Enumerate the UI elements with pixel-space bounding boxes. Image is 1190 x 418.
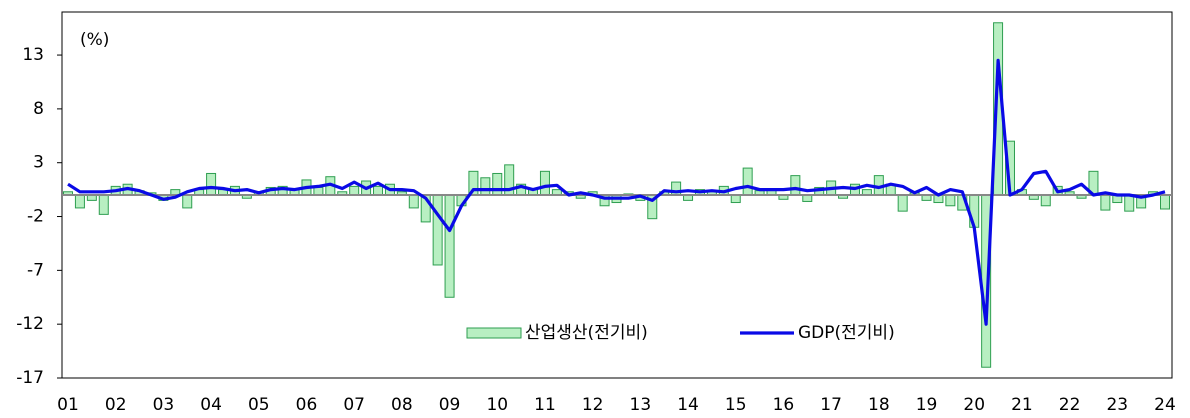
bar [373, 185, 384, 196]
x-tick-label: 05 [248, 395, 270, 415]
x-tick-label: 01 [57, 395, 79, 415]
bar [1040, 194, 1051, 207]
bar [480, 177, 491, 196]
bar [539, 170, 550, 196]
bar [313, 186, 324, 196]
x-tick-label: 14 [677, 395, 699, 415]
x-tick-label: 07 [343, 395, 365, 415]
bar [790, 175, 801, 196]
bar [742, 167, 753, 196]
y-tick-label: 13 [22, 45, 44, 65]
bar [98, 194, 109, 215]
x-tick-label: 10 [486, 395, 508, 415]
x-tick-label: 24 [1154, 395, 1176, 415]
bar [206, 172, 217, 196]
x-tick-label: 19 [916, 395, 938, 415]
legend-label: GDP(전기비) [798, 323, 895, 343]
y-tick-label: -7 [27, 260, 44, 280]
bar [432, 194, 443, 266]
x-tick-label: 12 [582, 395, 604, 415]
line [67, 58, 1166, 326]
bar [492, 172, 503, 196]
x-tick-label: 23 [1106, 395, 1128, 415]
bar [1100, 194, 1111, 211]
bar [74, 194, 85, 209]
y-tick-label: 8 [33, 99, 44, 119]
bar [349, 185, 360, 196]
x-tick-label: 13 [630, 395, 652, 415]
bar [1160, 194, 1170, 210]
y-tick-label: -12 [16, 314, 44, 334]
bar [408, 194, 419, 209]
x-tick-label: 17 [820, 395, 842, 415]
x-tick-label: 11 [534, 395, 556, 415]
x-tick-label: 20 [963, 395, 985, 415]
legend-swatch [466, 327, 522, 339]
unit-label: (%) [80, 30, 109, 50]
x-tick-label: 15 [725, 395, 747, 415]
x-tick-label: 09 [439, 395, 461, 415]
x-tick-label: 21 [1011, 395, 1033, 415]
bar [182, 194, 193, 209]
x-tick-label: 04 [200, 395, 222, 415]
bar [897, 194, 908, 212]
x-tick-label: 02 [105, 395, 127, 415]
y-tick-label: -17 [16, 368, 44, 388]
x-tick-label: 22 [1059, 395, 1081, 415]
y-tick-label: 3 [33, 153, 44, 173]
x-tick-label: 03 [153, 395, 175, 415]
x-tick-label: 18 [868, 395, 890, 415]
y-tick-label: -2 [27, 207, 44, 227]
legend-label: 산업생산(전기비) [525, 323, 648, 343]
x-tick-label: 08 [391, 395, 413, 415]
bar [945, 194, 956, 207]
bar [730, 194, 741, 204]
bar [1124, 194, 1135, 212]
x-tick-label: 06 [296, 395, 318, 415]
x-tick-label: 16 [773, 395, 795, 415]
bar [444, 194, 455, 298]
